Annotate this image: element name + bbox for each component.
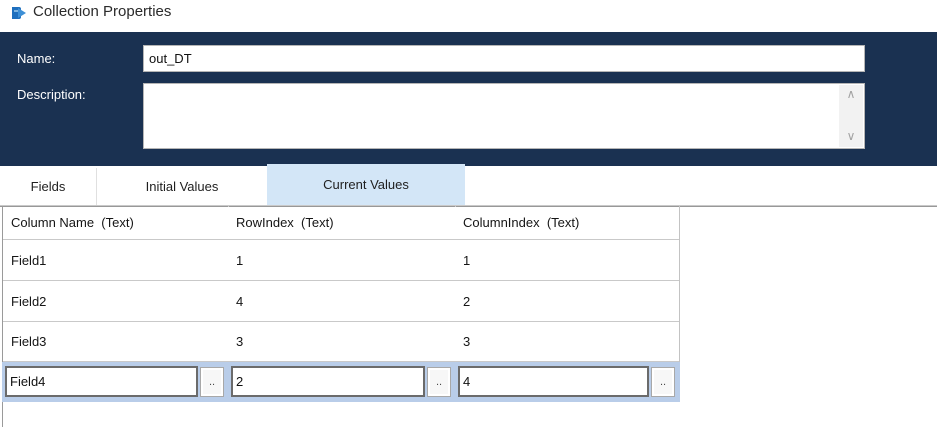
collection-block-icon <box>12 7 26 19</box>
name-label: Name: <box>17 51 56 66</box>
table-row[interactable]: Field1 1 1 <box>3 240 679 281</box>
browse-ellipsis-button[interactable]: .. <box>651 367 675 397</box>
window-title: Collection Properties <box>33 3 172 20</box>
edit-row[interactable]: .. .. .. <box>2 362 680 402</box>
description-label: Description: <box>17 87 86 102</box>
name-input[interactable] <box>143 45 865 72</box>
edit-cell-column-name-input[interactable] <box>5 366 198 397</box>
browse-ellipsis-button[interactable]: .. <box>200 367 224 397</box>
grid-left-border <box>2 206 3 427</box>
tab-current-values-label: Current Values <box>323 177 409 192</box>
cell-column-name[interactable]: Field3 <box>11 334 47 349</box>
cell-columnindex[interactable]: 1 <box>463 252 471 268</box>
description-scrollbar[interactable]: ∧ ∨ <box>839 85 863 147</box>
cell-columnindex[interactable]: 2 <box>463 293 471 309</box>
edit-cell-rowindex-input[interactable] <box>231 366 425 397</box>
column-header-column-name[interactable]: Column Name (Text) <box>11 215 134 230</box>
tab-initial-values-label: Initial Values <box>145 179 219 194</box>
grid-top-border <box>0 205 937 207</box>
browse-ellipsis-button[interactable]: .. <box>427 367 451 397</box>
chevron-down-icon[interactable]: ∨ <box>846 129 856 143</box>
tab-initial-values[interactable]: Initial Values <box>97 168 267 205</box>
cell-column-name[interactable]: Field2 <box>11 293 47 309</box>
column-header-columnindex[interactable]: ColumnIndex (Text) <box>463 215 580 230</box>
table-row[interactable]: Field3 3 3 <box>3 322 679 362</box>
grid-header-row: Column Name (Text) RowIndex (Text) Colum… <box>3 207 679 240</box>
tab-fields-label: Fields <box>30 179 66 194</box>
cell-rowindex[interactable]: 3 <box>236 334 244 349</box>
tab-fields[interactable]: Fields <box>0 168 97 205</box>
tab-strip: Fields Initial Values Current Values <box>0 164 937 205</box>
chevron-up-icon[interactable]: ∧ <box>846 87 856 101</box>
grid-right-border <box>679 206 680 402</box>
description-field-frame: ∧ ∨ <box>143 83 865 149</box>
column-header-rowindex[interactable]: RowIndex (Text) <box>236 215 334 230</box>
cell-rowindex[interactable]: 1 <box>236 252 244 268</box>
tab-current-values[interactable]: Current Values <box>267 164 465 205</box>
edit-cell-columnindex-input[interactable] <box>458 366 649 397</box>
description-input[interactable] <box>144 84 839 148</box>
cell-column-name[interactable]: Field1 <box>11 252 47 268</box>
window-titlebar: Collection Properties <box>0 0 937 32</box>
properties-panel: Name: Description: ∧ ∨ <box>0 32 937 166</box>
cell-rowindex[interactable]: 4 <box>236 293 244 309</box>
cell-columnindex[interactable]: 3 <box>463 334 471 349</box>
table-row[interactable]: Field2 4 2 <box>3 281 679 322</box>
